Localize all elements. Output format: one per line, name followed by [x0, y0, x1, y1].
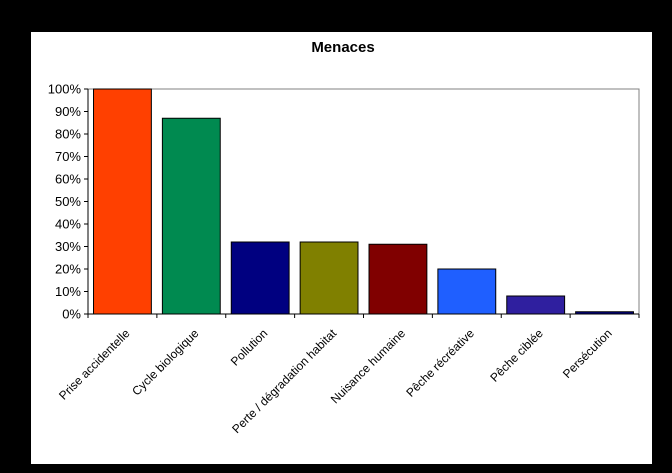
chart-title: Menaces — [311, 39, 374, 56]
y-tick-label: 90% — [55, 104, 81, 119]
x-tick-label: Persécution — [560, 326, 615, 381]
bar-chart: Menaces 0% 10% 20% 30% 40% 50% 60% 70% 80% 90% 100… — [48, 39, 640, 436]
y-tick-label: 40% — [55, 217, 81, 232]
y-tick-label: 50% — [55, 194, 81, 209]
y-tick-label: 70% — [55, 149, 81, 164]
y-tick-label: 0% — [62, 307, 81, 322]
x-tick-label: Nuisance humaine — [328, 326, 408, 406]
y-tick-label: 30% — [55, 239, 81, 254]
plot-area: 0% 10% 20% 30% 40% 50% 60% 70% 80% 90% 100% Prise a… — [48, 82, 640, 436]
y-tick-label: 100% — [48, 82, 82, 97]
bar — [506, 295, 566, 315]
y-tick-label: 80% — [55, 127, 81, 142]
bar — [299, 241, 359, 315]
x-tick-label: Pêche ciblée — [487, 326, 546, 385]
x-tick-label: Pollution — [228, 326, 270, 368]
x-tick-label: Cycle biologique — [129, 326, 201, 398]
y-tick-label: 20% — [55, 262, 81, 277]
bar — [437, 268, 497, 315]
bar — [230, 241, 290, 315]
x-tick-label: Prise accidentelle — [56, 326, 133, 403]
chart-frame: Menaces 0% 10% 20% 30% 40% 50% 60% 70% 80% 90% 100… — [31, 32, 652, 464]
bar — [368, 243, 428, 315]
bar — [93, 88, 152, 315]
y-tick-label: 10% — [55, 284, 81, 299]
y-tick-label: 60% — [55, 172, 81, 187]
x-tick-label: Pêche récréative — [403, 326, 477, 400]
bar — [161, 117, 221, 315]
